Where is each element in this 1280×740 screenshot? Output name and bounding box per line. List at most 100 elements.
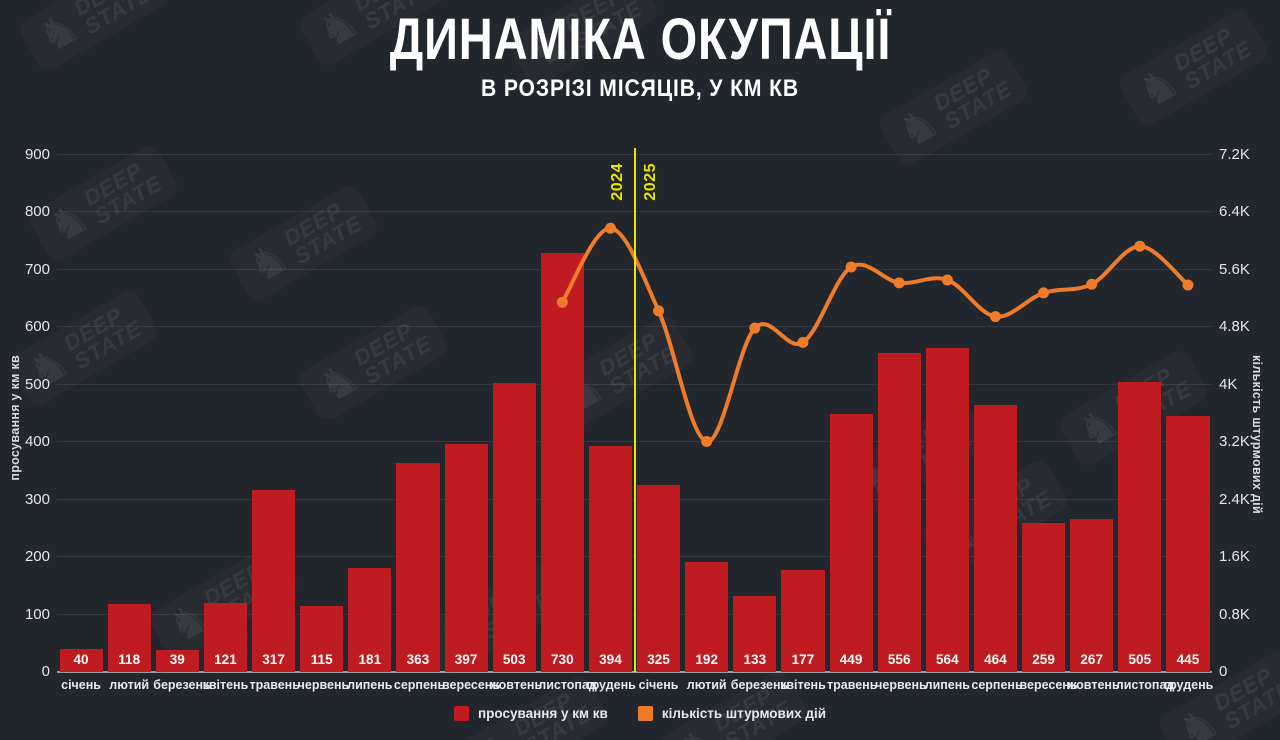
month-label-червень-2025: червень xyxy=(875,678,927,692)
month-label-липень-2024: липень xyxy=(347,678,393,692)
line-marker xyxy=(941,274,953,286)
bar-value-label: 181 xyxy=(358,652,382,667)
legend-swatch-advance xyxy=(453,706,469,721)
bar-серпень-2024 xyxy=(396,463,440,672)
left-axis-tick-200: 200 xyxy=(24,548,50,566)
right-axis-title: кількість штурмових дій xyxy=(1250,355,1264,514)
left-axis-tick-500: 500 xyxy=(24,375,50,393)
right-axis-tick-4.8K: 4.8K xyxy=(1219,318,1250,336)
month-label-лютий-2025: лютий xyxy=(686,678,727,692)
left-axis-tick-600: 600 xyxy=(24,318,50,336)
bar-вересень-2024 xyxy=(444,443,488,672)
month-label-січень-2024: січень xyxy=(61,678,101,692)
line-marker xyxy=(989,311,1001,323)
left-axis-tick-800: 800 xyxy=(24,203,50,221)
knight-logo-icon: ♞ xyxy=(889,96,949,159)
month-label-лютий-2024: лютий xyxy=(109,678,150,692)
line-marker xyxy=(893,277,905,289)
chart-header: ДИНАМІКА ОКУПАЦІЇ В РОЗРІЗІ МІСЯЦІВ, У К… xyxy=(0,6,1280,103)
bar-value-label: 445 xyxy=(1176,652,1200,667)
legend-item-assaults: кількість штурмових дій xyxy=(637,706,827,721)
bar-травень-2025 xyxy=(829,414,873,672)
knight-logo-icon: ♞ xyxy=(669,716,728,740)
right-axis-ticks: 0 0.8K 1.6K 2.4K 3.2K 4K 4.8K 5.6K 6.4K 7.2K xyxy=(1219,146,1274,680)
month-label-серпень-2024: серпень xyxy=(393,678,446,692)
bar-value-label: 363 xyxy=(406,652,430,667)
line-marker xyxy=(797,336,809,348)
left-axis-tick-700: 700 xyxy=(24,260,50,278)
left-axis-tick-400: 400 xyxy=(24,433,50,451)
chart-title: ДИНАМІКА ОКУПАЦІЇ xyxy=(389,5,891,72)
right-axis-tick-7.2K: 7.2K xyxy=(1219,146,1250,163)
bar-лютий-2024 xyxy=(107,604,151,672)
left-axis-tick-100: 100 xyxy=(24,605,50,623)
bar-value-label: 115 xyxy=(310,652,333,667)
bar-value-label: 317 xyxy=(262,652,285,667)
month-label-вересень-2024: вересень xyxy=(442,678,501,692)
bar-березень-2024 xyxy=(155,649,199,672)
bar-листопад-2025 xyxy=(1118,381,1162,672)
right-axis-tick-5.6K: 5.6K xyxy=(1219,260,1250,278)
bar-value-label: 564 xyxy=(936,652,959,667)
legend: просування у км кв кількість штурмових д… xyxy=(0,706,1280,721)
line-marker xyxy=(845,261,857,273)
bar-вересень-2025 xyxy=(1022,523,1066,672)
month-label-вересень-2025: вересень xyxy=(1019,678,1078,692)
bar-value-label: 118 xyxy=(118,652,141,667)
month-label-жовтень-2024: жовтень xyxy=(490,678,543,692)
plot-area: 2024 2025 40 118 39 121 317 115 181 363 397 503 73… xyxy=(57,148,1212,673)
month-label-серпень-2025: серпень xyxy=(971,678,1023,692)
bar-жовтень-2025 xyxy=(1070,518,1114,672)
chart-subtitle: В РОЗРІЗІ МІСЯЦІВ, У КМ КВ xyxy=(480,75,800,102)
bar-квітень-2025 xyxy=(781,570,825,672)
bar-грудень-2025 xyxy=(1166,416,1210,672)
bar-value-label: 503 xyxy=(502,652,526,667)
month-label-травень-2024: травень xyxy=(249,678,300,692)
bar-травень-2024 xyxy=(252,489,296,672)
year-label-2024: 2024 xyxy=(608,163,626,201)
bar-value-label: 259 xyxy=(1032,652,1055,667)
legend-swatch-assaults xyxy=(637,706,653,721)
right-axis-tick-3.2K: 3.2K xyxy=(1219,433,1250,451)
bar-value-label: 267 xyxy=(1080,652,1103,667)
month-label-січень-2025: січень xyxy=(638,678,679,692)
knight-logo-icon: ♞ xyxy=(469,721,528,740)
bar-лютий-2025 xyxy=(685,561,729,672)
right-axis-tick-0: 0 xyxy=(1219,663,1228,680)
bar-value-label: 464 xyxy=(984,652,1007,667)
line-marker xyxy=(1134,240,1146,252)
bar-value-label: 449 xyxy=(839,652,863,667)
bar-value-label: 177 xyxy=(791,652,815,667)
x-axis-line xyxy=(57,671,1212,673)
right-axis-tick-0.8K: 0.8K xyxy=(1219,605,1250,623)
bar-value-label: 192 xyxy=(695,652,718,667)
year-divider-line xyxy=(633,148,636,672)
assault-actions-line xyxy=(556,222,1194,448)
right-axis-tick-4K: 4K xyxy=(1219,375,1238,393)
left-axis-tick-300: 300 xyxy=(24,490,50,508)
line-marker xyxy=(701,436,713,448)
line-marker xyxy=(1086,278,1098,290)
bar-value-label: 39 xyxy=(169,652,185,667)
bar-value-label: 730 xyxy=(551,652,574,667)
bar-value-label: 325 xyxy=(647,652,670,667)
right-axis-tick-2.4K: 2.4K xyxy=(1219,490,1250,508)
bar-жовтень-2024 xyxy=(492,383,536,672)
month-label-жовтень-2025: жовтень xyxy=(1067,678,1120,692)
line-marker xyxy=(604,222,616,234)
legend-label-assaults: кількість штурмових дій xyxy=(661,706,827,721)
bar-січень-2024 xyxy=(59,649,103,672)
left-axis-tick-0: 0 xyxy=(41,663,50,680)
bar-грудень-2024 xyxy=(588,445,632,672)
line-marker xyxy=(749,322,761,334)
bar-березень-2025 xyxy=(733,595,777,672)
month-label-грудень-2024: грудень xyxy=(586,678,636,692)
line-marker xyxy=(556,296,568,308)
left-axis-tick-900: 900 xyxy=(24,146,50,163)
month-label-грудень-2025: грудень xyxy=(1163,678,1214,692)
bar-value-label: 505 xyxy=(1128,652,1152,667)
month-label-травень-2025: травень xyxy=(827,678,878,692)
legend-label-advance: просування у км кв xyxy=(477,706,608,721)
bar-value-label: 40 xyxy=(73,652,89,667)
